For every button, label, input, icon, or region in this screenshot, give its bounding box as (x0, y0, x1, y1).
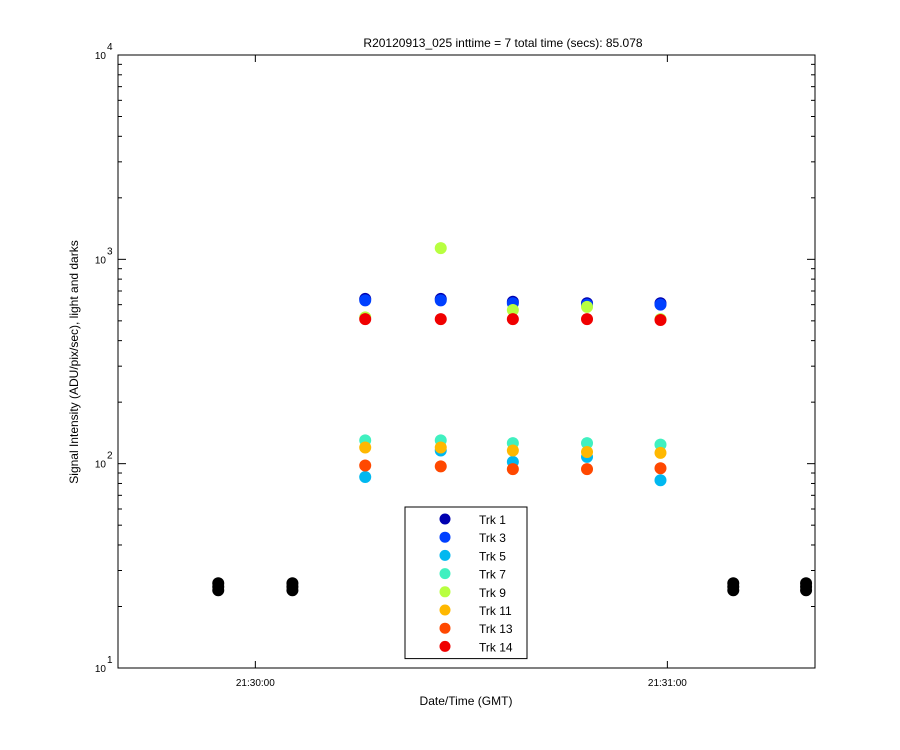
legend-label: Trk 7 (479, 568, 506, 582)
point (212, 577, 225, 590)
x-tick-label: 21:31:00 (648, 678, 687, 689)
legend-label: Trk 14 (479, 640, 513, 654)
point (434, 460, 447, 473)
point (654, 438, 667, 451)
y-tick-exponent: 3 (107, 246, 113, 257)
y-tick-exponent: 4 (107, 42, 113, 53)
point (506, 444, 519, 457)
legend-marker (439, 640, 451, 652)
point (581, 437, 594, 450)
point (359, 294, 372, 307)
point (506, 303, 519, 316)
point (654, 298, 667, 311)
point (727, 577, 740, 590)
legend-marker (439, 513, 451, 525)
point (286, 577, 299, 590)
x-tick-label: 21:30:00 (236, 678, 275, 689)
point (800, 577, 813, 590)
point (434, 313, 447, 326)
point (581, 463, 594, 476)
legend-label: Trk 1 (479, 513, 506, 527)
legend-label: Trk 13 (479, 622, 513, 636)
y-axis-label: Signal Intensity (ADU/pix/sec), light an… (67, 240, 81, 483)
legend-label: Trk 9 (479, 586, 506, 600)
point (654, 474, 667, 487)
point (434, 242, 447, 255)
y-tick-exponent: 1 (107, 655, 113, 666)
legend-marker (439, 604, 451, 616)
point (359, 459, 372, 472)
y-tick-exponent: 2 (107, 451, 113, 462)
legend-marker (439, 568, 451, 580)
legend-marker (439, 622, 451, 634)
point (581, 300, 594, 313)
y-tick-label: 10 (95, 51, 107, 62)
point (654, 446, 667, 459)
point (654, 313, 667, 326)
legend-label: Trk 3 (479, 531, 506, 545)
point (654, 462, 667, 475)
y-tick-label: 10 (95, 255, 107, 266)
point (506, 313, 519, 326)
point (434, 441, 447, 454)
y-tick-label: 10 (95, 664, 107, 675)
point (581, 313, 594, 326)
point (359, 441, 372, 454)
point (434, 294, 447, 307)
legend-label: Trk 11 (479, 604, 512, 618)
chart-title: R20120913_025 inttime = 7 total time (se… (363, 36, 642, 50)
point (359, 313, 372, 326)
legend-label: Trk 5 (479, 549, 506, 563)
point (581, 446, 594, 459)
legend-marker (439, 531, 451, 543)
point (359, 471, 372, 484)
legend-box (404, 506, 528, 660)
legend-marker (439, 549, 451, 561)
legend-marker (439, 586, 451, 598)
x-axis-label: Date/Time (GMT) (420, 694, 513, 708)
point (506, 463, 519, 476)
y-tick-label: 10 (95, 460, 107, 471)
